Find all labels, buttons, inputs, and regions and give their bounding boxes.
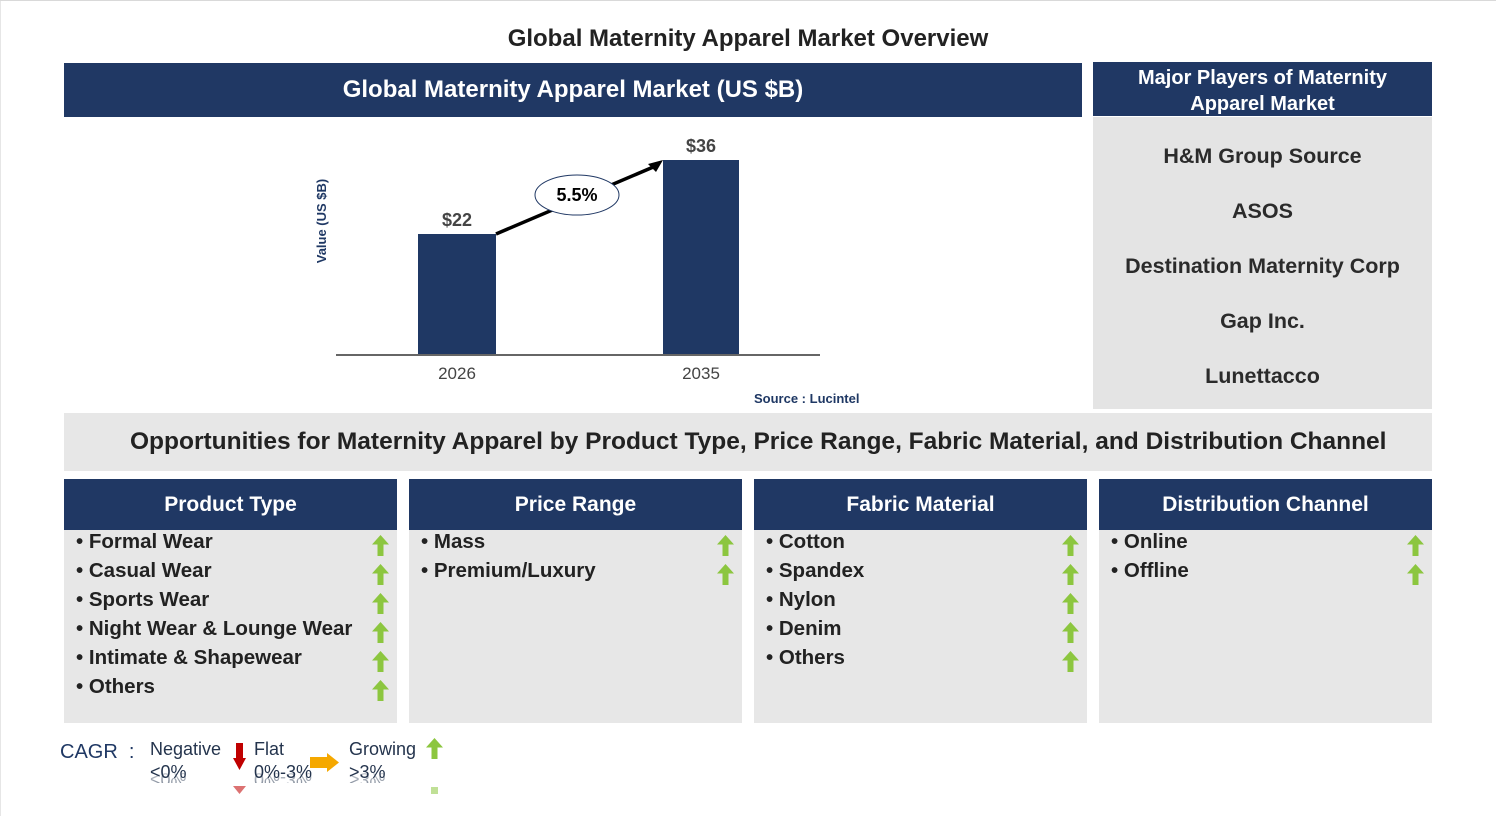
svg-text:$36: $36	[686, 136, 716, 156]
svg-text:5.5%: 5.5%	[556, 185, 597, 205]
svg-text:2035: 2035	[682, 364, 720, 383]
svg-text:$22: $22	[442, 210, 472, 230]
svg-text:Value (US $B): Value (US $B)	[314, 179, 329, 264]
svg-text:2026: 2026	[438, 364, 476, 383]
